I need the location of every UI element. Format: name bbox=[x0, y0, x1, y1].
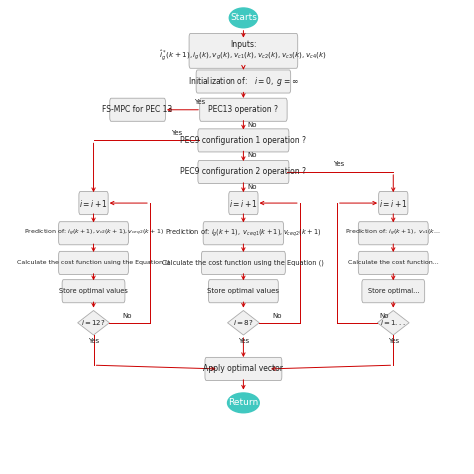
Text: FS-MPC for PEC 13: FS-MPC for PEC 13 bbox=[102, 105, 173, 114]
Text: $i = 12?$: $i = 12?$ bbox=[81, 318, 106, 327]
FancyBboxPatch shape bbox=[200, 98, 287, 121]
FancyBboxPatch shape bbox=[358, 251, 428, 274]
Text: Starts: Starts bbox=[230, 13, 257, 22]
Text: PEC9 configuration 1 operation ?: PEC9 configuration 1 operation ? bbox=[181, 136, 306, 145]
FancyBboxPatch shape bbox=[229, 191, 258, 215]
FancyBboxPatch shape bbox=[196, 70, 291, 93]
Text: $i = i+1$: $i = i+1$ bbox=[79, 198, 108, 209]
Text: PEC9 configuration 2 operation ?: PEC9 configuration 2 operation ? bbox=[181, 167, 306, 176]
FancyBboxPatch shape bbox=[110, 98, 165, 121]
Text: Store optimal values: Store optimal values bbox=[59, 288, 128, 294]
Text: No: No bbox=[248, 122, 257, 128]
Text: Apply optimal vector: Apply optimal vector bbox=[203, 365, 283, 374]
Ellipse shape bbox=[228, 393, 259, 413]
Text: Store optimal...: Store optimal... bbox=[367, 288, 419, 294]
FancyBboxPatch shape bbox=[379, 191, 408, 215]
Text: No: No bbox=[380, 313, 389, 319]
FancyBboxPatch shape bbox=[203, 222, 283, 245]
Text: Yes: Yes bbox=[238, 337, 249, 344]
Text: Yes: Yes bbox=[388, 337, 399, 344]
Text: $i = 1...$: $i = 1...$ bbox=[381, 318, 406, 327]
Polygon shape bbox=[78, 310, 109, 335]
Text: PEC13 operation ?: PEC13 operation ? bbox=[209, 105, 278, 114]
Text: No: No bbox=[248, 153, 257, 158]
FancyBboxPatch shape bbox=[198, 129, 289, 152]
Text: Initialization of:   $i = 0,\ g = \infty$: Initialization of: $i = 0,\ g = \infty$ bbox=[188, 75, 299, 88]
FancyBboxPatch shape bbox=[198, 160, 289, 183]
Text: Yes: Yes bbox=[333, 162, 344, 167]
Text: Return: Return bbox=[228, 398, 258, 407]
Text: No: No bbox=[272, 313, 282, 319]
Polygon shape bbox=[377, 310, 409, 335]
FancyBboxPatch shape bbox=[362, 280, 425, 303]
FancyBboxPatch shape bbox=[205, 357, 282, 381]
Text: $i = i+1$: $i = i+1$ bbox=[229, 198, 258, 209]
FancyBboxPatch shape bbox=[62, 280, 125, 303]
FancyBboxPatch shape bbox=[201, 251, 285, 274]
Text: Inputs:: Inputs: bbox=[230, 40, 256, 49]
FancyBboxPatch shape bbox=[358, 222, 428, 245]
Text: Calculate the cost function using the Equation (): Calculate the cost function using the Eq… bbox=[163, 260, 324, 266]
Text: Prediction of: $i_g(k+1),\ v_{c1}(k$...: Prediction of: $i_g(k+1),\ v_{c1}(k$... bbox=[346, 228, 441, 238]
Polygon shape bbox=[228, 310, 259, 335]
Text: Prediction of: $i_g(k+1),\ v_{ceq1}(k+1), v_{ceq2}(k+1)$: Prediction of: $i_g(k+1),\ v_{ceq1}(k+1)… bbox=[165, 228, 321, 239]
FancyBboxPatch shape bbox=[79, 191, 108, 215]
Ellipse shape bbox=[229, 8, 257, 28]
Text: Calculate the cost function...: Calculate the cost function... bbox=[348, 260, 438, 265]
Text: No: No bbox=[122, 313, 132, 319]
Text: $\hat{i}^*_g(k+1), i_g(k), v_g(k), v_{c1}(k), v_{c2}(k), v_{c3}(k), v_{c4}(k)$: $\hat{i}^*_g(k+1), i_g(k), v_g(k), v_{c1… bbox=[159, 48, 328, 63]
Text: Yes: Yes bbox=[194, 99, 205, 105]
FancyBboxPatch shape bbox=[209, 280, 278, 303]
Text: No: No bbox=[248, 184, 257, 190]
Text: Calculate the cost function using the Equation (): Calculate the cost function using the Eq… bbox=[17, 260, 170, 265]
Text: $i = i+1$: $i = i+1$ bbox=[379, 198, 408, 209]
FancyBboxPatch shape bbox=[189, 34, 298, 68]
Text: Yes: Yes bbox=[171, 130, 182, 136]
FancyBboxPatch shape bbox=[59, 222, 128, 245]
FancyBboxPatch shape bbox=[59, 251, 128, 274]
Text: Prediction of: $i_g(k+1), v_{c2}(k+1), v_{ceq2}(k+1)$: Prediction of: $i_g(k+1), v_{c2}(k+1), v… bbox=[24, 228, 164, 238]
Text: Store optimal values: Store optimal values bbox=[208, 288, 279, 294]
Text: Yes: Yes bbox=[88, 337, 99, 344]
Text: $i = 8?$: $i = 8?$ bbox=[233, 318, 254, 327]
